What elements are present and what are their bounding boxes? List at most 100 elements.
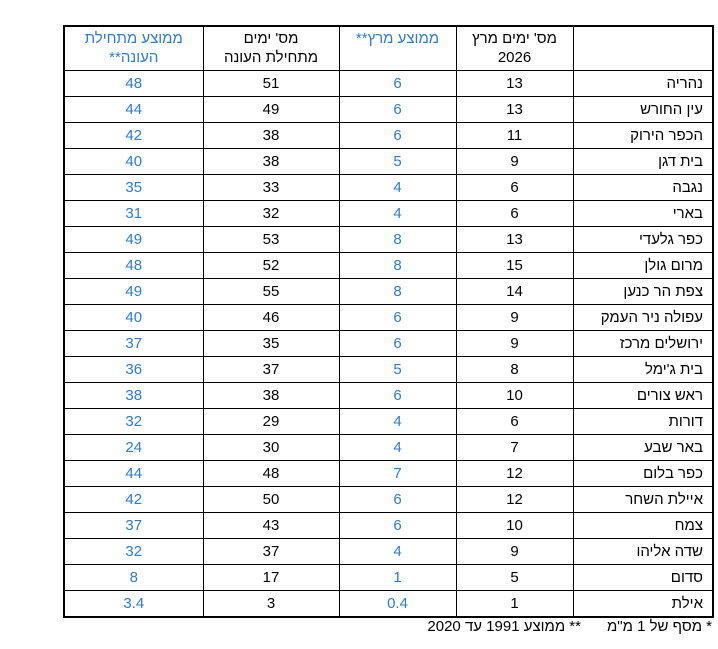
avg-march-cell: 6: [338, 70, 457, 97]
days-march-cell: 9: [455, 304, 574, 331]
days-season-cell: 38: [202, 382, 340, 409]
days-march-cell: 8: [455, 356, 574, 383]
days-march-cell: 13: [455, 226, 574, 253]
avg-march-cell: 6: [338, 512, 457, 539]
days-season-cell: 33: [202, 174, 340, 201]
days-season-cell: 37: [202, 356, 340, 383]
table-row: ראש צורים 10 6 38 38: [63, 382, 714, 409]
avg-march-cell: 8: [338, 226, 457, 253]
avg-season-cell: 49: [63, 278, 204, 305]
table-row: נגבה 6 4 33 35: [63, 174, 714, 201]
avg-season-cell: 48: [63, 70, 204, 97]
days-season-cell: 53: [202, 226, 340, 253]
footnote-average-period: ** ממוצע 1991 עד 2020: [427, 618, 581, 635]
table-row: מרום גולן 15 8 52 48: [63, 252, 714, 279]
table-row: צפת הר כנען 14 8 55 49: [63, 278, 714, 305]
header-days-march-2026: מס' ימים מרץ 2026: [455, 25, 574, 71]
days-march-cell: 10: [455, 382, 574, 409]
station-name-cell: בית דגן: [572, 148, 714, 175]
avg-march-cell: 4: [338, 434, 457, 461]
days-season-cell: 38: [202, 122, 340, 149]
days-march-cell: 6: [455, 200, 574, 227]
station-name-cell: עין החורש: [572, 96, 714, 123]
days-season-cell: 43: [202, 512, 340, 539]
table-row: צמח 10 6 43 37: [63, 512, 714, 539]
table-row: הכפר הירוק 11 6 38 42: [63, 122, 714, 149]
days-march-cell: 13: [455, 70, 574, 97]
avg-season-cell: 32: [63, 408, 204, 435]
avg-march-cell: 5: [338, 148, 457, 175]
avg-season-cell: 36: [63, 356, 204, 383]
days-season-cell: 55: [202, 278, 340, 305]
days-march-cell: 10: [455, 512, 574, 539]
days-season-cell: 32: [202, 200, 340, 227]
avg-season-cell: 24: [63, 434, 204, 461]
days-march-cell: 13: [455, 96, 574, 123]
table-row: באר שבע 7 4 30 24: [63, 434, 714, 461]
days-march-cell: 11: [455, 122, 574, 149]
avg-march-cell: 6: [338, 122, 457, 149]
table-row: נהריה 13 6 51 48: [63, 70, 714, 97]
station-name-cell: כפר בלום: [572, 460, 714, 487]
days-march-cell: 9: [455, 148, 574, 175]
table-row: שדה אליהו 9 4 37 32: [63, 538, 714, 565]
avg-season-cell: 31: [63, 200, 204, 227]
avg-march-cell: 7: [338, 460, 457, 487]
avg-season-cell: 44: [63, 96, 204, 123]
table-row: בית דגן 9 5 38 40: [63, 148, 714, 175]
station-name-cell: נגבה: [572, 174, 714, 201]
table-row: בית ג'ימל 8 5 37 36: [63, 356, 714, 383]
avg-march-cell: 6: [338, 382, 457, 409]
days-season-cell: 35: [202, 330, 340, 357]
days-march-cell: 6: [455, 174, 574, 201]
avg-march-cell: 8: [338, 278, 457, 305]
days-march-cell: 9: [455, 538, 574, 565]
station-name-cell: שדה אליהו: [572, 538, 714, 565]
days-march-cell: 14: [455, 278, 574, 305]
days-season-cell: 3: [202, 590, 340, 618]
header-avg-season-start: ממוצע מתחילת העונה**: [63, 25, 204, 71]
station-name-cell: באר שבע: [572, 434, 714, 461]
table-header: מס' ימים מרץ 2026 ממוצע מרץ** מס' ימים מ…: [63, 25, 714, 71]
avg-season-cell: 42: [63, 486, 204, 513]
station-name-cell: צמח: [572, 512, 714, 539]
station-name-cell: ראש צורים: [572, 382, 714, 409]
avg-season-cell: 37: [63, 330, 204, 357]
avg-march-cell: 6: [338, 486, 457, 513]
avg-season-cell: 37: [63, 512, 204, 539]
days-march-cell: 12: [455, 486, 574, 513]
station-name-cell: מרום גולן: [572, 252, 714, 279]
station-name-cell: ירושלים מרכז: [572, 330, 714, 357]
avg-season-cell: 49: [63, 226, 204, 253]
station-name-cell: הכפר הירוק: [572, 122, 714, 149]
avg-march-cell: 5: [338, 356, 457, 383]
station-name-cell: בארי: [572, 200, 714, 227]
avg-season-cell: 44: [63, 460, 204, 487]
table-row: כפר גלעדי 13 8 53 49: [63, 226, 714, 253]
station-name-cell: עפולה ניר העמק: [572, 304, 714, 331]
footnote-threshold: * מסף של 1 מ"מ: [606, 618, 712, 635]
avg-march-cell: 0.4: [338, 590, 457, 618]
table-row: דורות 6 4 29 32: [63, 408, 714, 435]
days-season-cell: 49: [202, 96, 340, 123]
table-row: עין החורש 13 6 49 44: [63, 96, 714, 123]
station-name-cell: נהריה: [572, 70, 714, 97]
days-season-cell: 50: [202, 486, 340, 513]
days-season-cell: 51: [202, 70, 340, 97]
station-name-cell: דורות: [572, 408, 714, 435]
table-row: איילת השחר 12 6 50 42: [63, 486, 714, 513]
avg-march-cell: 6: [338, 330, 457, 357]
days-season-cell: 52: [202, 252, 340, 279]
days-season-cell: 17: [202, 564, 340, 591]
avg-march-cell: 4: [338, 538, 457, 565]
days-march-cell: 6: [455, 408, 574, 435]
station-name-cell: איילת השחר: [572, 486, 714, 513]
table-row: בארי 6 4 32 31: [63, 200, 714, 227]
header-avg-march: ממוצע מרץ**: [338, 25, 457, 71]
station-name-cell: צפת הר כנען: [572, 278, 714, 305]
avg-march-cell: 4: [338, 174, 457, 201]
table-header-row: מס' ימים מרץ 2026 ממוצע מרץ** מס' ימים מ…: [63, 25, 714, 71]
footnotes: * מסף של 1 מ"מ ** ממוצע 1991 עד 2020: [427, 617, 712, 637]
days-season-cell: 37: [202, 538, 340, 565]
